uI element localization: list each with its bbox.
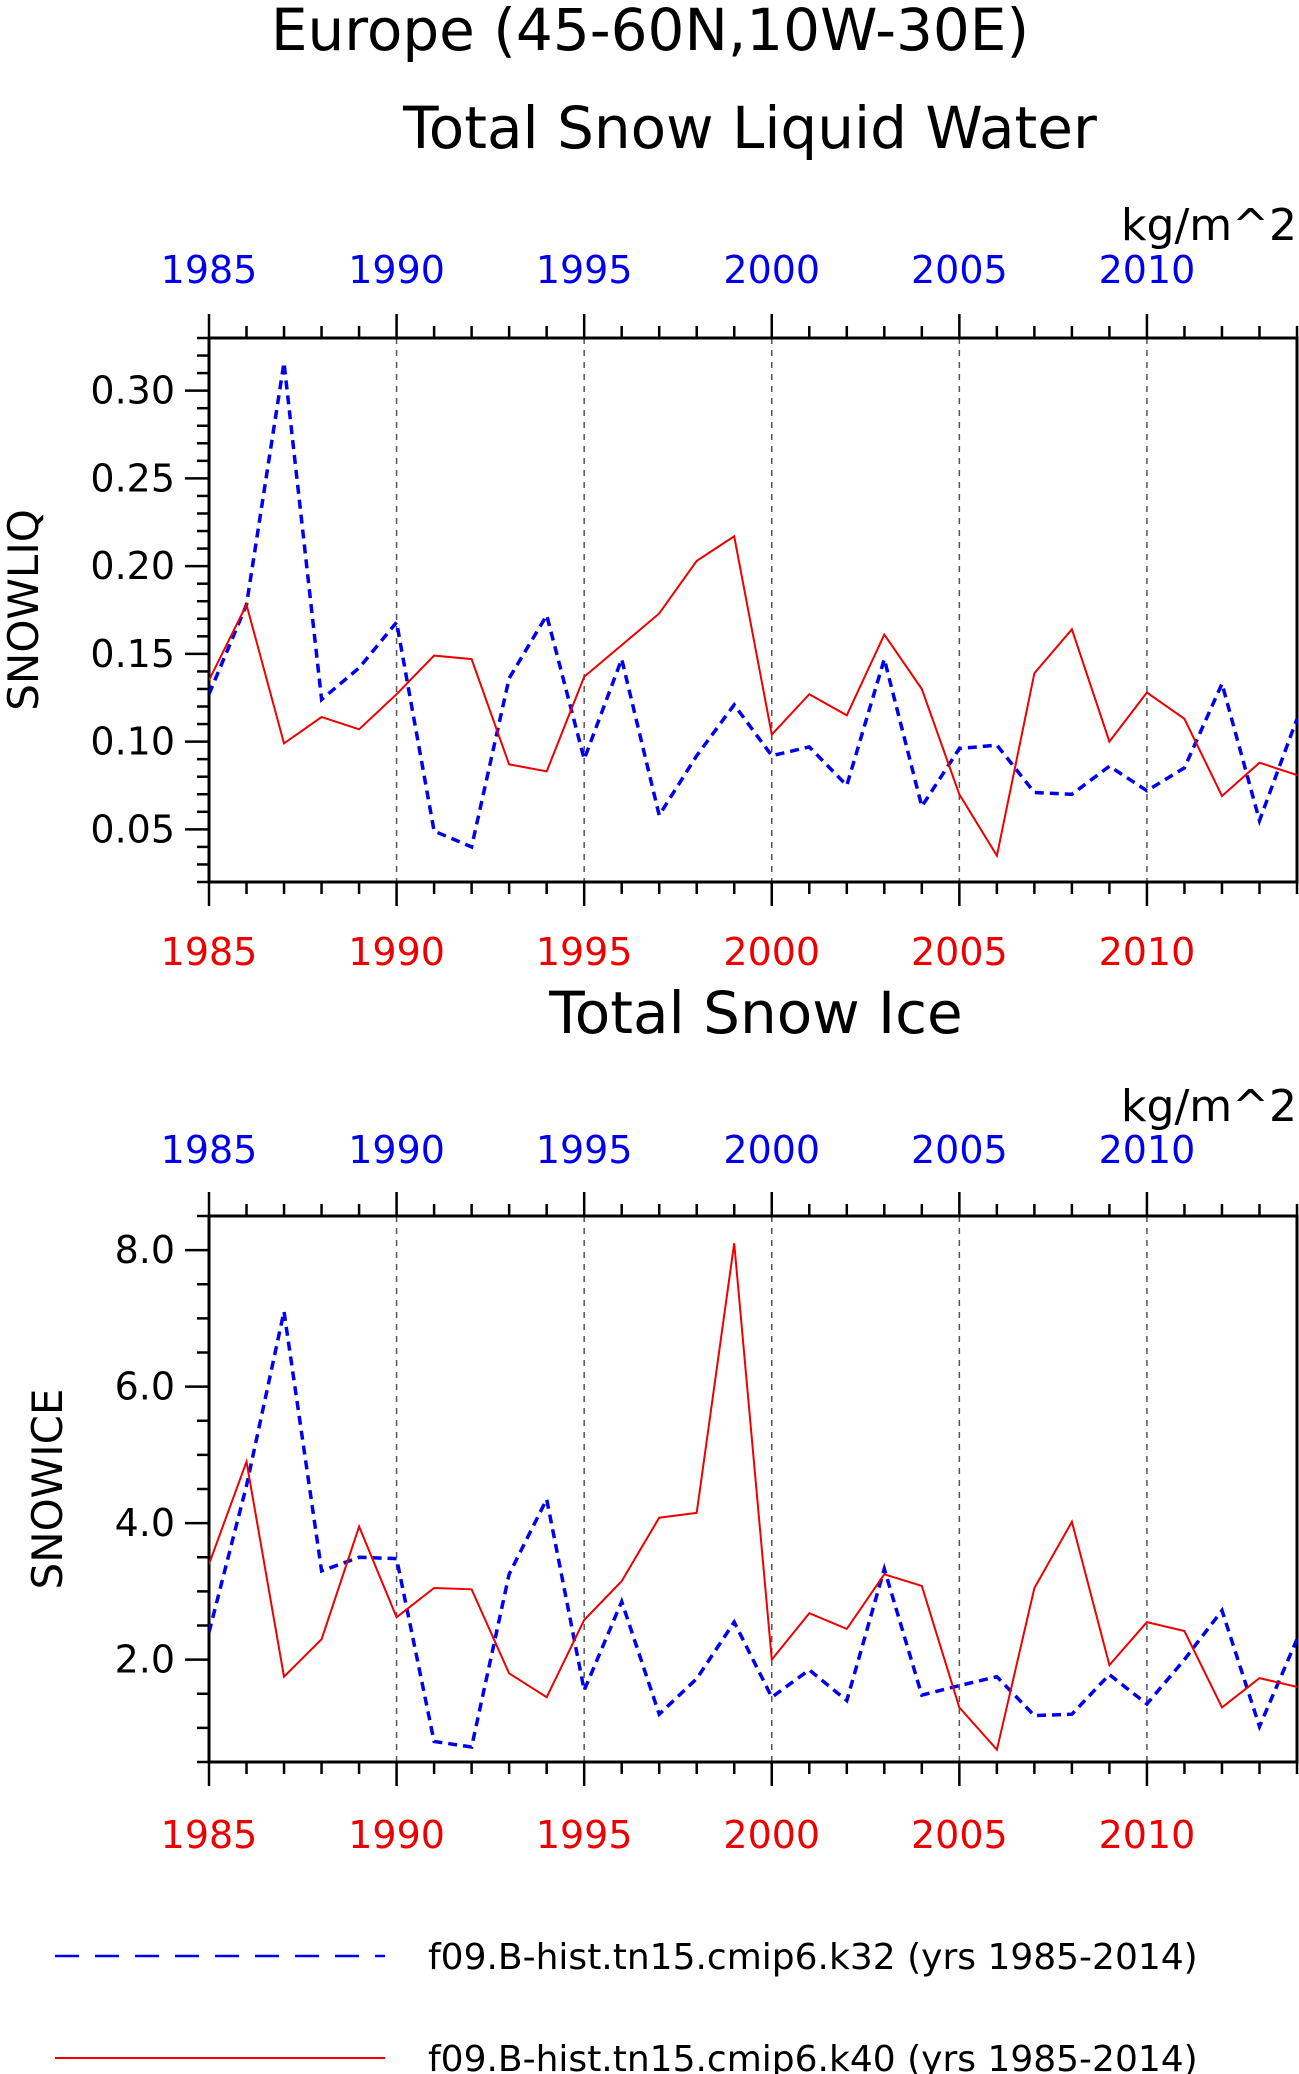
x-tick-label-top: 2000 xyxy=(723,1128,820,1172)
x-tick-label-bottom: 1995 xyxy=(536,930,633,974)
x-tick-label-top: 2010 xyxy=(1099,248,1196,292)
x-tick-label-bottom: 1995 xyxy=(536,1813,633,1857)
x-tick-label-top: 1985 xyxy=(161,248,258,292)
units-label: kg/m^2 xyxy=(1121,1081,1297,1132)
units-label: kg/m^2 xyxy=(1121,200,1297,251)
x-tick-label-bottom: 1985 xyxy=(161,1813,258,1857)
y-tick-label: 2.0 xyxy=(115,1638,175,1682)
x-tick-label-bottom: 2010 xyxy=(1099,1813,1196,1857)
plot-frame xyxy=(207,336,1299,884)
chart-panel-1: Total Snow Liquid Water kg/m^2 SNOWLIQ 1985… xyxy=(0,94,1299,974)
x-tick-label-bottom: 2010 xyxy=(1099,930,1196,974)
x-tick-label-top: 2000 xyxy=(723,248,820,292)
legend-label-2: f09.B-hist.tn15.cmip6.k40 (yrs 1985-2014… xyxy=(428,2039,1198,2074)
x-tick-label-top: 2005 xyxy=(911,1128,1008,1172)
y-tick-label: 8.0 xyxy=(115,1228,175,1272)
x-tick-label-top: 1995 xyxy=(536,248,633,292)
figure-title-line1: Europe (45-60N,10W-30E) xyxy=(271,0,1029,64)
x-tick-label-top: 1990 xyxy=(348,1128,445,1172)
y-tick-label: 0.25 xyxy=(90,456,175,500)
x-tick-label-bottom: 2000 xyxy=(723,1813,820,1857)
y-axis-label: SNOWLIQ xyxy=(0,509,48,711)
series-line-k32 xyxy=(209,362,1297,850)
panel-title: Total Snow Liquid Water xyxy=(402,94,1097,162)
x-tick-label-top: 1995 xyxy=(536,1128,633,1172)
x-tick-label-bottom: 1990 xyxy=(348,930,445,974)
series-line-k40 xyxy=(209,1243,1297,1752)
y-tick-label: 0.10 xyxy=(90,720,175,764)
x-tick-label-top: 1985 xyxy=(161,1128,258,1172)
y-tick-label: 0.20 xyxy=(90,544,175,588)
x-tick-label-top: 1990 xyxy=(348,248,445,292)
series-line-k40 xyxy=(209,534,1297,859)
y-tick-label: 0.30 xyxy=(90,369,175,413)
legend-label-1: f09.B-hist.tn15.cmip6.k32 (yrs 1985-2014… xyxy=(428,1937,1198,1978)
y-tick-label: 0.05 xyxy=(90,807,175,851)
x-tick-label-bottom: 2005 xyxy=(911,930,1008,974)
y-tick-label: 0.15 xyxy=(90,632,175,676)
panel-title: Total Snow Ice xyxy=(548,979,963,1047)
x-tick-label-top: 2005 xyxy=(911,248,1008,292)
chart-panels: Total Snow Liquid Water kg/m^2 SNOWLIQ 1985… xyxy=(0,94,1299,1857)
y-tick-label: 4.0 xyxy=(115,1501,175,1545)
x-tick-label-bottom: 2000 xyxy=(723,930,820,974)
x-tick-label-bottom: 1990 xyxy=(348,1813,445,1857)
y-axis-label: SNOWICE xyxy=(23,1389,72,1590)
x-tick-label-bottom: 2005 xyxy=(911,1813,1008,1857)
chart-legend: f09.B-hist.tn15.cmip6.k32 (yrs 1985-2014… xyxy=(55,1937,1198,2074)
y-tick-label: 6.0 xyxy=(115,1365,175,1409)
x-tick-label-top: 2010 xyxy=(1099,1128,1196,1172)
plot-frame xyxy=(207,1214,1299,1764)
chart-panel-2: Total Snow Ice kg/m^2 SNOWICE 1985 1985 1990 1… xyxy=(23,979,1299,1857)
x-tick-label-bottom: 1985 xyxy=(161,930,258,974)
series-line-k32 xyxy=(209,1311,1297,1749)
